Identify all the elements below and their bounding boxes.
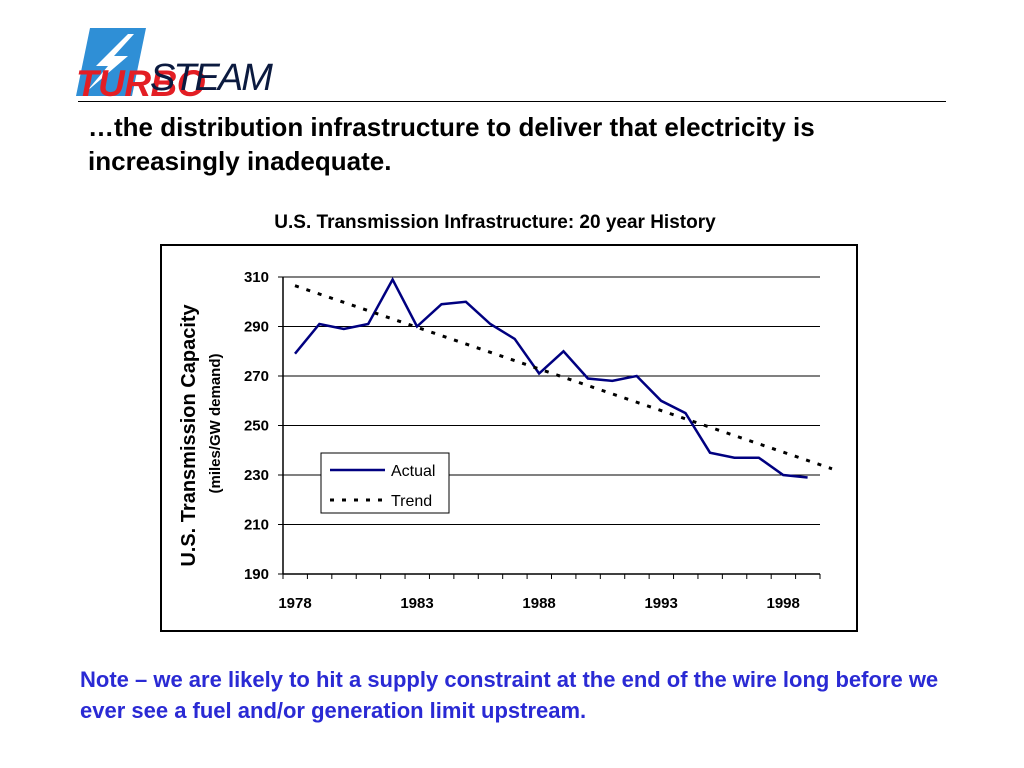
header-divider xyxy=(78,101,946,102)
y-tick-label: 270 xyxy=(244,368,269,385)
y-tick-label: 210 xyxy=(244,517,269,534)
x-tick-label: 1993 xyxy=(644,595,677,612)
slide-note: Note – we are likely to hit a supply con… xyxy=(80,667,939,723)
chart-frame: 190 210 230 250 270 290 310 1978 1983 1988 1993 199… xyxy=(160,244,858,632)
legend-box xyxy=(320,452,450,514)
y-tick-label: 230 xyxy=(244,467,269,484)
x-tick-label: 1978 xyxy=(278,595,311,612)
x-tick-label: 1988 xyxy=(522,595,555,612)
lightning-bolt-icon xyxy=(76,28,146,96)
x-tick-label: 1983 xyxy=(400,595,433,612)
legend-label-trend: Trend xyxy=(391,493,432,510)
logo-text-steam: STEAM xyxy=(150,57,273,99)
y-axis-label: U.S. Transmission Capacity xyxy=(178,303,200,566)
logo-text-turbo: TURBO xyxy=(76,63,206,104)
line-chart: 190 210 230 250 270 290 310 1978 1983 1988 1993 199… xyxy=(178,269,833,612)
y-tick-label: 190 xyxy=(244,566,269,583)
chart-title: U.S. Transmission Infrastructure: 20 yea… xyxy=(274,212,716,233)
x-tick-label: 1998 xyxy=(766,595,799,612)
series-line-actual xyxy=(294,276,808,479)
legend-label-actual: Actual xyxy=(391,463,435,480)
y-tick-label: 250 xyxy=(244,418,269,435)
y-tick-label: 290 xyxy=(244,319,269,336)
y-tick-label: 310 xyxy=(244,269,269,286)
series-line-trend xyxy=(294,284,833,471)
slide-headline: …the distribution infrastructure to deli… xyxy=(88,112,815,176)
y-axis-sublabel: (miles/GW demand) xyxy=(207,353,224,493)
